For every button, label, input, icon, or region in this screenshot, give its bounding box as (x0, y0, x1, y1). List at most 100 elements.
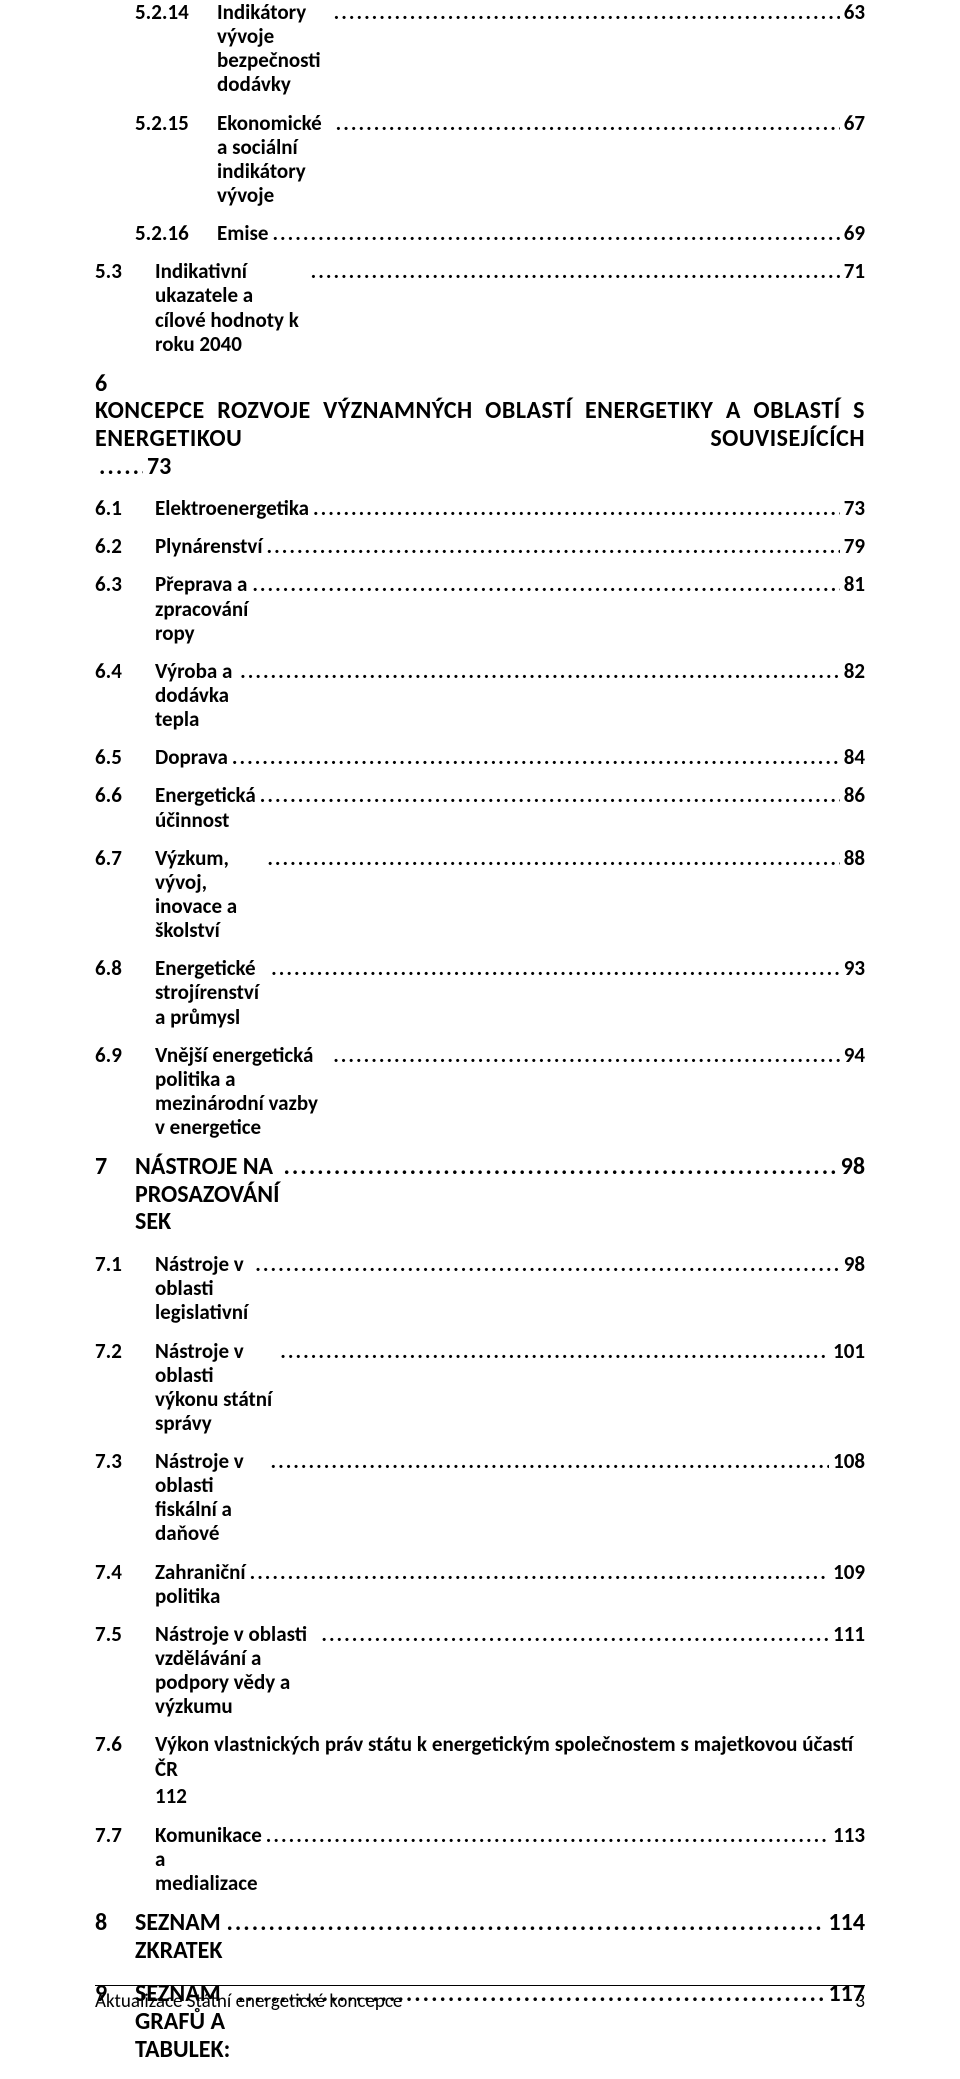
toc-num: 7.4 (95, 1560, 155, 1584)
toc-leader (222, 1909, 824, 1937)
toc-num: 6.2 (95, 534, 155, 558)
toc-page: 93 (840, 956, 865, 980)
toc-page: 67 (840, 111, 865, 135)
toc-leader (256, 783, 840, 807)
footer-title: Aktualizace Státní energetické koncepce (95, 1990, 402, 2013)
toc-label: Indikátory vývoje bezpečnosti dodávky (217, 0, 330, 97)
footer-row: Aktualizace Státní energetické koncepce … (95, 1990, 865, 2013)
page-footer: Aktualizace Státní energetické koncepce … (95, 1985, 865, 2013)
toc-num: 7.1 (95, 1252, 155, 1276)
toc-label: Nástroje v oblasti vzdělávání a podpory … (155, 1622, 317, 1719)
toc-label: Komunikace a medializace (155, 1823, 262, 1895)
toc-entry: 7.1 Nástroje v oblasti legislativní 98 (95, 1252, 865, 1324)
toc-entry: 6 KONCEPCE ROZVOJE VÝZNAMNÝCH OBLASTÍ EN… (95, 370, 865, 480)
toc-page: 111 (829, 1622, 865, 1646)
toc-page: 109 (829, 1560, 865, 1584)
toc-label: Emise (217, 221, 268, 245)
toc-label: Výzkum, vývoj, inovace a školství (155, 846, 263, 943)
toc-label: Plynárenství (155, 534, 263, 558)
toc-num: 6.3 (95, 572, 155, 596)
toc-entry: 5.2.14 Indikátory vývoje bezpečnosti dod… (135, 0, 865, 97)
toc-page: 63 (840, 0, 865, 24)
toc-entry: 6.2 Plynárenství 79 (95, 534, 865, 558)
toc-num: 7.3 (95, 1449, 155, 1473)
toc-leader (236, 659, 840, 683)
toc-entry: 6.3 Přeprava a zpracování ropy 81 (95, 572, 865, 644)
toc-label: Elektroenergetika (155, 496, 309, 520)
toc-label: Výroba a dodávka tepla (155, 659, 236, 731)
toc-page: 84 (840, 745, 865, 769)
toc-leader (262, 1823, 829, 1847)
toc-num: 6 (95, 370, 135, 398)
toc-entry: 6.9 Vnější energetická politika a meziná… (95, 1043, 865, 1140)
toc-page: 86 (840, 783, 865, 807)
toc-entry: 5.3 Indikativní ukazatele a cílové hodno… (95, 259, 865, 356)
toc-leader (266, 1449, 829, 1473)
toc-label: Vnější energetická politika a mezinárodn… (155, 1043, 329, 1140)
toc-num: 6.6 (95, 783, 155, 807)
toc-page: 73 (143, 453, 171, 481)
toc-leader (251, 1252, 839, 1276)
toc-label: Nástroje v oblasti fiskální a daňové (155, 1449, 266, 1546)
toc-num: 6.9 (95, 1043, 155, 1067)
toc-num: 6.7 (95, 846, 155, 870)
toc-entry: 7.2 Nástroje v oblasti výkonu státní spr… (95, 1339, 865, 1436)
toc-entry: 6.6 Energetická účinnost 86 (95, 783, 865, 831)
toc-num: 7.7 (95, 1823, 155, 1847)
toc-label: Energetická účinnost (155, 783, 256, 831)
toc-label: Nástroje v oblasti legislativní (155, 1252, 251, 1324)
toc-page: 71 (840, 259, 865, 283)
toc-label: Výkon vlastnických práv státu k energeti… (155, 1732, 853, 1780)
toc-num: 7.2 (95, 1339, 155, 1363)
toc-entry: 8 SEZNAM ZKRATEK 114 (95, 1909, 865, 1964)
toc-num: 5.2.14 (135, 0, 217, 24)
toc-label: Energetické strojírenství a průmysl (155, 956, 267, 1028)
toc-page: 114 (825, 1909, 866, 1937)
toc-entry: 5.2.15 Ekonomické a sociální indikátory … (135, 111, 865, 208)
toc-page: 69 (840, 221, 865, 245)
toc-num: 6.4 (95, 659, 155, 683)
toc-entry: 6.8 Energetické strojírenství a průmysl … (95, 956, 865, 1028)
toc-page: 94 (840, 1043, 865, 1067)
toc-entry: 7.4 Zahraniční politika 109 (95, 1560, 865, 1608)
toc-entry: 5.2.16 Emise 69 (135, 221, 865, 245)
toc-num: 5.2.16 (135, 221, 217, 245)
toc-entry: 6.4 Výroba a dodávka tepla 82 (95, 659, 865, 731)
toc-leader (332, 111, 840, 135)
toc-entry: 7.7 Komunikace a medializace 113 (95, 1823, 865, 1895)
toc-entry: 7.5 Nástroje v oblasti vzdělávání a podp… (95, 1622, 865, 1719)
toc-leader (317, 1622, 829, 1646)
toc-page: 113 (829, 1823, 865, 1847)
toc-label: Zahraniční politika (155, 1560, 246, 1608)
toc-leader (276, 1339, 829, 1363)
toc-label: Doprava (155, 745, 228, 769)
toc-page: 79 (840, 534, 865, 558)
toc-label: KONCEPCE ROZVOJE VÝZNAMNÝCH OBLASTÍ ENER… (95, 397, 865, 452)
toc-entry: 6.7 Výzkum, vývoj, inovace a školství 88 (95, 846, 865, 943)
toc-leader (228, 745, 840, 769)
toc-entry: 7.3 Nástroje v oblasti fiskální a daňové… (95, 1449, 865, 1546)
toc-entry: 7.6 Výkon vlastnických práv státu k ener… (95, 1732, 865, 1780)
toc-page: 108 (829, 1449, 865, 1473)
toc-num: 5.2.15 (135, 111, 217, 135)
toc-num: 5.3 (95, 259, 155, 283)
footer-rule (95, 1985, 865, 1986)
toc-num: 8 (95, 1909, 135, 1937)
toc-leader (95, 453, 143, 481)
toc-num: 6.5 (95, 745, 155, 769)
toc-page: 73 (840, 496, 865, 520)
toc-leader (263, 846, 839, 870)
toc-leader (263, 534, 840, 558)
toc-leader (330, 0, 840, 24)
toc-num: 7 (95, 1153, 135, 1181)
footer-page-number: 3 (855, 1990, 865, 2013)
toc-entry: 6.1 Elektroenergetika 73 (95, 496, 865, 520)
toc-label: Ekonomické a sociální indikátory vývoje (217, 111, 332, 208)
toc-leader (248, 572, 839, 596)
toc-entry: 6.5 Doprava 84 (95, 745, 865, 769)
toc-label: SEZNAM ZKRATEK (135, 1909, 222, 1964)
toc-label: Indikativní ukazatele a cílové hodnoty k… (155, 259, 307, 356)
toc-leader (307, 259, 840, 283)
toc-entry: 7 NÁSTROJE NA PROSAZOVÁNÍ SEK 98 (95, 1153, 865, 1236)
toc-leader (309, 496, 840, 520)
